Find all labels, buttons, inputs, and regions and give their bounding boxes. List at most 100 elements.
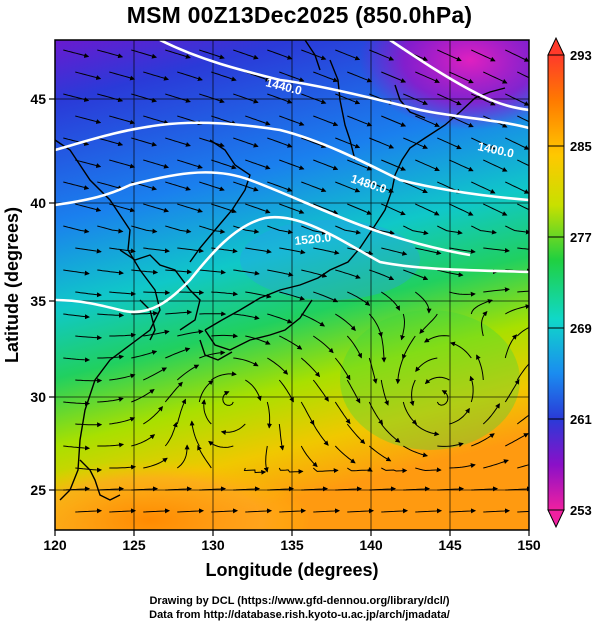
streamline — [75, 203, 102, 212]
colorbar-bottom-arrow — [547, 509, 565, 529]
streamline — [109, 71, 136, 81]
streamline — [199, 269, 226, 275]
streamline — [131, 350, 158, 359]
streamline — [313, 203, 339, 215]
streamline — [97, 442, 125, 448]
streamline — [97, 181, 124, 191]
y-tick-label: 35 — [30, 293, 46, 309]
streamline — [505, 181, 529, 194]
streamline — [233, 225, 260, 234]
streamline — [471, 181, 496, 194]
streamline — [516, 359, 529, 381]
streamline — [109, 159, 136, 169]
streamline — [143, 115, 169, 125]
streamline — [199, 225, 226, 235]
streamline — [380, 379, 389, 406]
streamline — [505, 225, 529, 235]
streamline — [471, 93, 496, 106]
streamline — [75, 378, 103, 384]
streamline — [517, 290, 529, 293]
streamline — [233, 486, 261, 492]
streamline — [278, 379, 294, 403]
streamline — [220, 423, 246, 435]
credit-drawing: Drawing by DCL (https://www.gfd-dennou.o… — [149, 595, 450, 607]
streamline — [279, 115, 305, 126]
streamline — [312, 379, 329, 402]
streamline — [505, 433, 529, 447]
streamline — [313, 291, 339, 303]
streamline — [63, 445, 91, 451]
streamline — [476, 354, 484, 381]
streamline — [143, 406, 164, 425]
streamline — [517, 115, 529, 123]
streamline — [313, 508, 341, 514]
streamline — [165, 269, 193, 275]
streamline — [483, 508, 511, 514]
streamline — [267, 49, 293, 60]
streamline — [109, 247, 136, 254]
streamline — [505, 304, 529, 315]
streamline — [401, 335, 416, 360]
colorbar-tick-label: 285 — [570, 139, 592, 154]
streamline — [368, 313, 383, 338]
streamline — [211, 71, 237, 82]
streamline — [312, 423, 329, 446]
streamline — [243, 467, 267, 475]
streamline — [177, 203, 203, 213]
streamline — [131, 49, 158, 59]
streamline — [368, 357, 378, 384]
streamline — [233, 93, 259, 104]
x-tick-label: 150 — [517, 537, 541, 553]
streamline — [165, 309, 193, 315]
streamline — [400, 313, 406, 341]
streamline — [279, 159, 305, 170]
x-tick-label: 145 — [438, 537, 462, 553]
streamline — [381, 508, 409, 514]
streamline — [143, 457, 168, 469]
streamline — [165, 137, 191, 147]
streamline — [143, 290, 171, 296]
streamline — [189, 420, 200, 447]
streamline — [449, 115, 474, 128]
streamline — [131, 310, 159, 316]
streamline — [245, 247, 272, 254]
x-tick-label: 130 — [201, 537, 225, 553]
streamline — [198, 380, 214, 403]
x-tick-label: 125 — [122, 537, 146, 553]
streamline — [97, 49, 124, 59]
streamline — [267, 137, 293, 148]
streamline — [211, 371, 237, 381]
streamline — [369, 49, 395, 61]
streamline — [437, 93, 462, 106]
streamline — [381, 159, 406, 171]
streamline — [471, 49, 496, 62]
streamline — [245, 159, 271, 170]
streamline — [369, 225, 395, 236]
streamline — [199, 93, 225, 104]
streamline — [109, 203, 136, 213]
streamline — [471, 225, 497, 235]
streamline — [504, 379, 520, 403]
streamline — [415, 159, 440, 172]
streamline — [301, 225, 328, 235]
streamline — [415, 247, 442, 256]
streamline — [335, 225, 362, 235]
streamline — [267, 357, 289, 375]
tick-marks — [49, 98, 530, 536]
streamline — [177, 159, 203, 169]
y-tick-labels: 45 40 35 30 25 — [30, 91, 46, 498]
streamline — [131, 225, 158, 234]
streamline — [278, 467, 304, 475]
streamline — [177, 71, 203, 82]
streamline — [424, 376, 450, 385]
streamline — [347, 203, 372, 215]
streamline — [469, 375, 475, 403]
streamline — [176, 364, 200, 381]
streamline — [233, 49, 259, 60]
streamline — [313, 115, 339, 127]
streamline — [165, 93, 191, 103]
streamline — [279, 247, 306, 255]
streamline — [368, 401, 384, 425]
streamline — [75, 247, 102, 254]
streamline — [109, 508, 137, 514]
